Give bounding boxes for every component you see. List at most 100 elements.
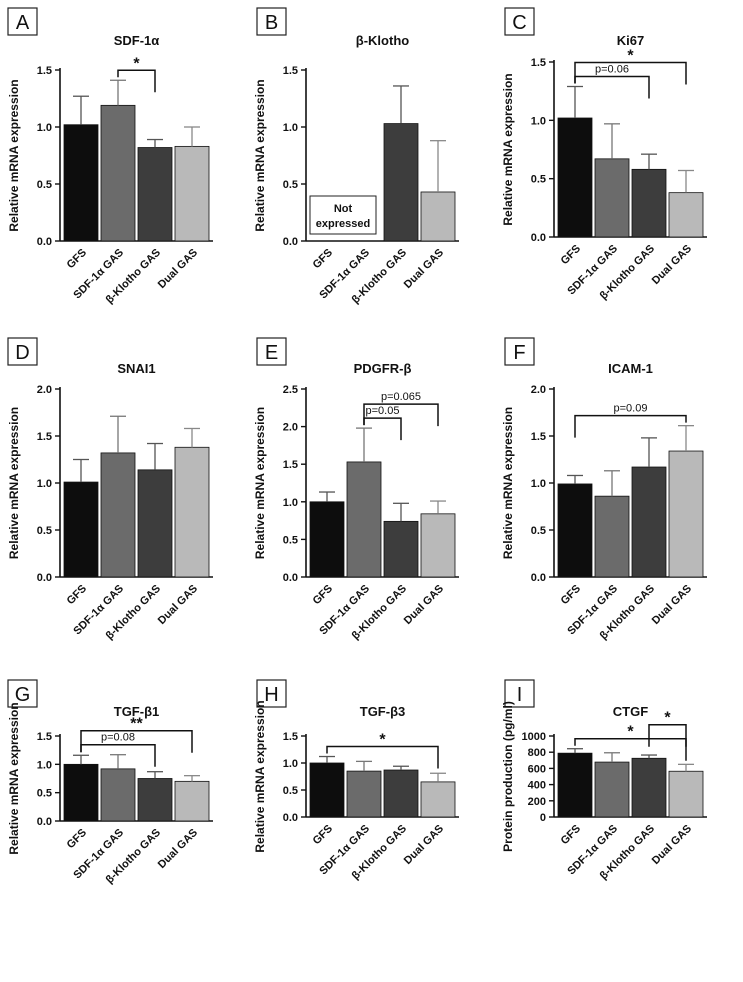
y-tick-label: 2.0 (283, 422, 298, 434)
bar (309, 501, 345, 578)
y-axis-label: Relative mRNA expression (253, 79, 267, 231)
y-axis-label: Protein production (pg/ml) (501, 701, 515, 852)
significance-bracket (574, 75, 650, 99)
y-axis-label: Relative mRNA expression (7, 407, 21, 559)
x-tick-label: Dual GAS (650, 583, 694, 627)
significance-bracket (574, 61, 687, 85)
y-tick-label: 1.5 (283, 65, 298, 77)
chart-title: SNAI1 (117, 361, 155, 376)
bar (346, 461, 382, 578)
y-tick-label: 0.0 (531, 572, 546, 584)
panel-letter: A (16, 12, 30, 34)
y-axis-label: Relative mRNA expression (7, 79, 21, 231)
x-tick-label: GFS (311, 247, 335, 271)
bar (631, 168, 667, 238)
panel-letter: B (265, 12, 278, 34)
y-tick-label: 0.5 (37, 179, 52, 191)
bar (174, 446, 210, 578)
bar (346, 770, 382, 818)
panel-letter: E (265, 342, 278, 364)
significance-bracket (117, 69, 156, 93)
chart-title: TGF-β3 (360, 704, 406, 719)
bar (668, 450, 704, 578)
bar (137, 469, 173, 578)
panel-letter-box (7, 337, 38, 366)
bar (594, 761, 630, 818)
significance-label: * (627, 724, 634, 741)
y-tick-label: 0.5 (283, 785, 298, 797)
y-tick-label: 1.5 (37, 431, 52, 443)
y-tick-label: 0.5 (531, 174, 546, 186)
y-tick-label: 0.5 (283, 179, 298, 191)
bar (309, 762, 345, 818)
bar (63, 124, 99, 242)
significance-label: * (627, 48, 634, 65)
chart-title: CTGF (613, 704, 648, 719)
bar (594, 158, 630, 238)
significance-label: p=0.08 (101, 732, 135, 744)
panel-b: Bβ-Klotho Relative mRNA expression 0.0 0.5 1… (253, 7, 459, 306)
y-tick-label: 1.5 (283, 459, 298, 471)
y-tick-label: 1.5 (531, 57, 546, 69)
x-tick-label: GFS (65, 583, 89, 607)
y-tick-label: 2.0 (531, 384, 546, 396)
y-tick-label: 1.0 (531, 115, 546, 127)
bar (668, 770, 704, 818)
panel-i: I CTGF Protein production (pg/ml) 0 200 400 60… (501, 679, 707, 882)
significance-bracket (363, 417, 402, 441)
bar (631, 757, 667, 818)
x-tick-label: GFS (65, 827, 89, 851)
x-tick-label: Dual GAS (650, 243, 694, 287)
x-tick-label: GFS (311, 823, 335, 847)
y-tick-label: 400 (528, 780, 546, 792)
panel-letter: C (512, 12, 526, 34)
x-tick-label: GFS (559, 243, 583, 267)
y-tick-label: 0.0 (37, 572, 52, 584)
bar (383, 123, 419, 242)
y-axis-label: Relative mRNA expression (501, 407, 515, 559)
x-tick-label: Dual GAS (402, 247, 446, 291)
bar (100, 768, 136, 822)
significance-label: * (664, 710, 671, 727)
panel-d: D SNAI1 Relative mRNA expression 0.0 0.5 1.0 1… (7, 337, 213, 642)
x-tick-label: GFS (65, 247, 89, 271)
x-tick-label: Dual GAS (402, 583, 446, 627)
x-tick-label: Dual GAS (156, 827, 200, 871)
note-text: expressed (316, 218, 370, 230)
x-tick-label: Dual GAS (156, 583, 200, 627)
y-tick-label: 1.0 (37, 122, 52, 134)
significance-bracket (574, 414, 687, 438)
significance-label: p=0.065 (381, 391, 421, 403)
x-tick-label: Dual GAS (650, 823, 694, 867)
significance-bracket (80, 729, 193, 753)
significance-label: * (379, 732, 386, 749)
significance-bracket (648, 723, 687, 747)
y-tick-label: 0.0 (283, 236, 298, 248)
panel-letter-box (7, 679, 38, 708)
bar (63, 481, 99, 578)
x-tick-label: GFS (559, 823, 583, 847)
panel-letter-box (256, 679, 287, 708)
chart-title: Ki67 (617, 33, 644, 48)
significance-label: p=0.06 (595, 64, 629, 76)
significance-label: p=0.05 (366, 405, 400, 417)
bar (174, 780, 210, 822)
panel-a: A SDF-1α Relative mRNA expression 0.0 0.5 1.0… (7, 7, 213, 306)
y-tick-label: 200 (528, 796, 546, 808)
significance-bracket (326, 745, 439, 769)
y-tick-label: 1.0 (283, 758, 298, 770)
y-tick-label: 800 (528, 747, 546, 759)
y-tick-label: 0.5 (283, 534, 298, 546)
bar (63, 763, 99, 822)
y-tick-label: 1.5 (37, 65, 52, 77)
significance-bracket (363, 403, 439, 427)
y-axis-label: Relative mRNA expression (253, 407, 267, 559)
note-box (309, 195, 377, 235)
y-axis-label: Relative mRNA expression (7, 702, 21, 854)
bar (420, 781, 456, 818)
panel-letter-box (504, 7, 535, 36)
y-tick-label: 2.5 (283, 384, 298, 396)
y-axis-label: Relative mRNA expression (253, 700, 267, 852)
panel-letter: F (513, 342, 525, 364)
